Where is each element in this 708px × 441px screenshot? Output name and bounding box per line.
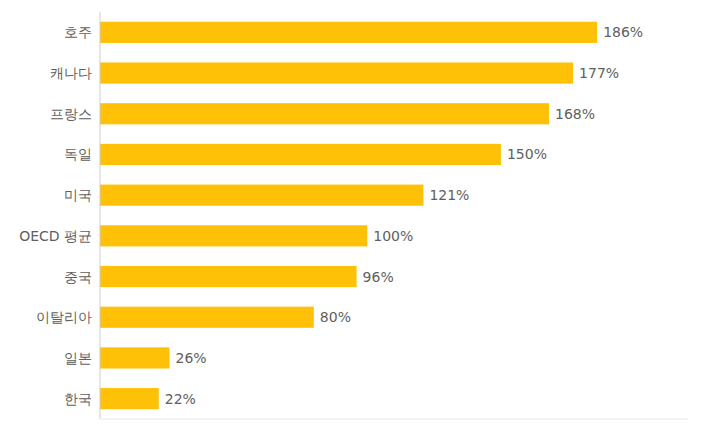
data-label: 186%: [603, 24, 643, 40]
axis-line-bottom: [100, 419, 688, 420]
bar: [100, 103, 549, 124]
y-tick-label: 독일: [64, 146, 92, 162]
bars: [100, 22, 597, 409]
data-label: 96%: [363, 269, 394, 285]
data-label: 121%: [429, 187, 469, 203]
data-label: 100%: [373, 228, 413, 244]
chart-svg: 호주캐나다프랑스독일미국 OECD 평균중국이탈리아일본한국 186% 177% 168…: [0, 0, 708, 441]
y-tick-label: 미국: [64, 187, 92, 203]
bar: [100, 144, 501, 165]
y-tick-label: 일본: [64, 350, 92, 366]
bar: [100, 22, 597, 43]
page: {"chart_data": {"type": "bar", "orientat…: [0, 0, 708, 441]
bar: [100, 388, 159, 409]
bar: [100, 307, 314, 328]
axis-line-left: [100, 12, 101, 419]
y-tick-label: 중국: [64, 269, 92, 285]
y-tick-label: 호주: [64, 24, 92, 40]
data-label: 168%: [555, 106, 595, 122]
y-tick-label: 캐나다: [50, 65, 92, 81]
bar: [100, 185, 423, 206]
y-tick-label: 프랑스: [50, 106, 92, 122]
data-label: 22%: [165, 391, 196, 407]
chart-container: 호주캐나다프랑스독일미국 OECD 평균중국이탈리아일본한국 186% 177% 168…: [0, 0, 708, 441]
bar: [100, 347, 169, 368]
data-label: 177%: [579, 65, 619, 81]
y-tick-labels: 호주캐나다프랑스독일미국 OECD 평균중국이탈리아일본한국: [19, 24, 92, 406]
y-tick-label: 한국: [64, 391, 92, 407]
data-label: 80%: [320, 309, 351, 325]
data-labels: 186% 177% 168% 150% 121% 100% 96% 80% 26% 22%: [165, 24, 643, 406]
bar: [100, 266, 357, 287]
data-label: 150%: [507, 146, 547, 162]
y-tick-label: OECD 평균: [19, 228, 92, 244]
bar: [100, 62, 573, 83]
y-tick-label: 이탈리아: [36, 309, 92, 325]
data-label: 26%: [175, 350, 206, 366]
bar: [100, 225, 367, 246]
